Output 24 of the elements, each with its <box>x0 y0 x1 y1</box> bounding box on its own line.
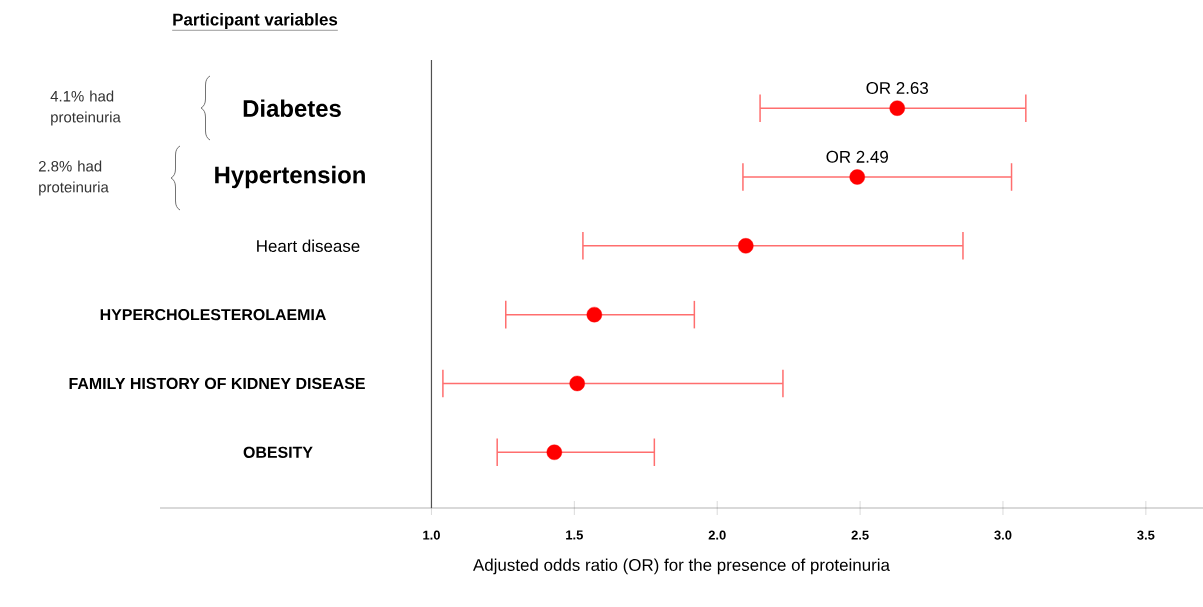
x-tick-label: 2.0 <box>708 530 726 540</box>
y-tick-label: HYPERCHOLESTEROLAEMIA <box>100 308 326 321</box>
y-tick-label: OBESITY <box>243 446 313 458</box>
x-tick-label: 3.0 <box>994 530 1012 540</box>
chart-title: Participant variables <box>173 13 338 29</box>
x-tick-label: 1.0 <box>423 530 440 540</box>
x-tick-label: 3.5 <box>1137 530 1155 540</box>
point <box>738 238 754 254</box>
data-label: OR 2.49 <box>826 150 888 163</box>
point <box>849 169 865 185</box>
x-tick-label: 1.5 <box>566 530 583 540</box>
text: 2.8% had proteinuria <box>38 160 109 196</box>
y-tick-label: Heart disease <box>257 239 360 253</box>
text: 4.1% had proteinuria <box>50 90 121 126</box>
y-tick-label: Hypertension <box>215 165 365 189</box>
y-tick-label: Diabetes <box>243 99 341 117</box>
data-label: OR 2.63 <box>866 81 929 94</box>
point <box>586 306 603 323</box>
y-tick-label: FAMILY HISTORY OF KIDNEY DISEASE <box>69 377 365 390</box>
point <box>546 444 563 460</box>
x-tick-label: 2.5 <box>851 530 869 540</box>
point <box>569 375 585 392</box>
x-axis-title: Adjusted odds ratio (OR) for the presence of proteinuria <box>473 558 890 575</box>
point <box>889 100 905 116</box>
